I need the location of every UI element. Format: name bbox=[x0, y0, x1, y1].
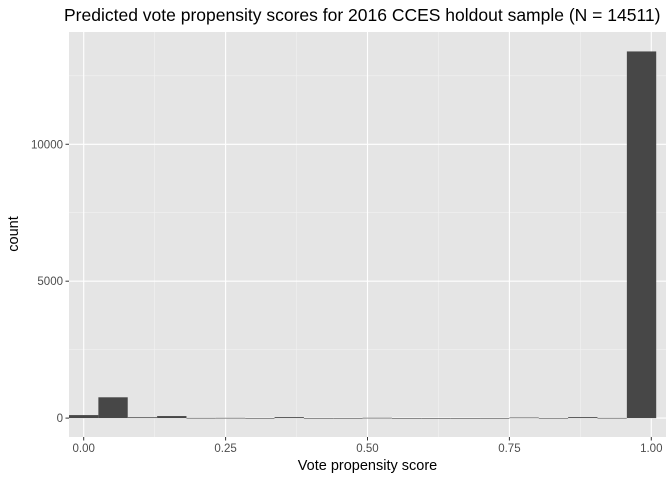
histogram-bar-14 bbox=[480, 417, 510, 419]
histogram-bar-1 bbox=[98, 397, 128, 419]
histogram-bar-17 bbox=[568, 417, 598, 419]
y-tick-label: 0 bbox=[57, 413, 63, 425]
histogram-bar-3 bbox=[157, 416, 187, 419]
x-tick-label: 0.25 bbox=[214, 443, 236, 455]
histogram-bar-2 bbox=[127, 417, 158, 419]
chart-title: Predicted vote propensity scores for 201… bbox=[64, 5, 660, 25]
histogram-bar-16 bbox=[538, 417, 569, 419]
histogram-bar-6 bbox=[245, 417, 275, 419]
x-axis: 0.00 0.25 0.50 0.75 1.00 bbox=[73, 437, 662, 455]
x-tick-label: 0.00 bbox=[73, 443, 95, 455]
histogram-bars bbox=[69, 51, 657, 419]
histogram-bar-18 bbox=[597, 417, 627, 419]
histogram-bar-4 bbox=[186, 417, 216, 419]
histogram-bar-15 bbox=[509, 417, 539, 419]
x-tick-label: 0.50 bbox=[356, 443, 378, 455]
x-tick-label: 1.00 bbox=[640, 443, 662, 455]
y-tick-label: 10000 bbox=[31, 139, 63, 151]
x-axis-title: Vote propensity score bbox=[298, 458, 437, 474]
y-tick-label: 5000 bbox=[37, 276, 63, 288]
x-tick-label: 0.75 bbox=[498, 443, 520, 455]
histogram-bar-7 bbox=[274, 417, 304, 419]
histogram-bar-11 bbox=[391, 417, 422, 419]
histogram-bar-8 bbox=[303, 417, 334, 419]
histogram-bar-12 bbox=[421, 418, 451, 419]
histogram-bar-5 bbox=[215, 417, 246, 419]
histogram-bar-0 bbox=[69, 415, 99, 419]
histogram-bar-9 bbox=[333, 417, 363, 419]
major-gridlines bbox=[69, 32, 666, 437]
histogram-bar-13 bbox=[450, 417, 481, 419]
y-axis-title: count bbox=[6, 216, 22, 251]
y-axis: 0 5000 10000 bbox=[31, 139, 69, 425]
histogram-bar-10 bbox=[362, 417, 392, 419]
histogram-bar-19 bbox=[626, 51, 657, 419]
